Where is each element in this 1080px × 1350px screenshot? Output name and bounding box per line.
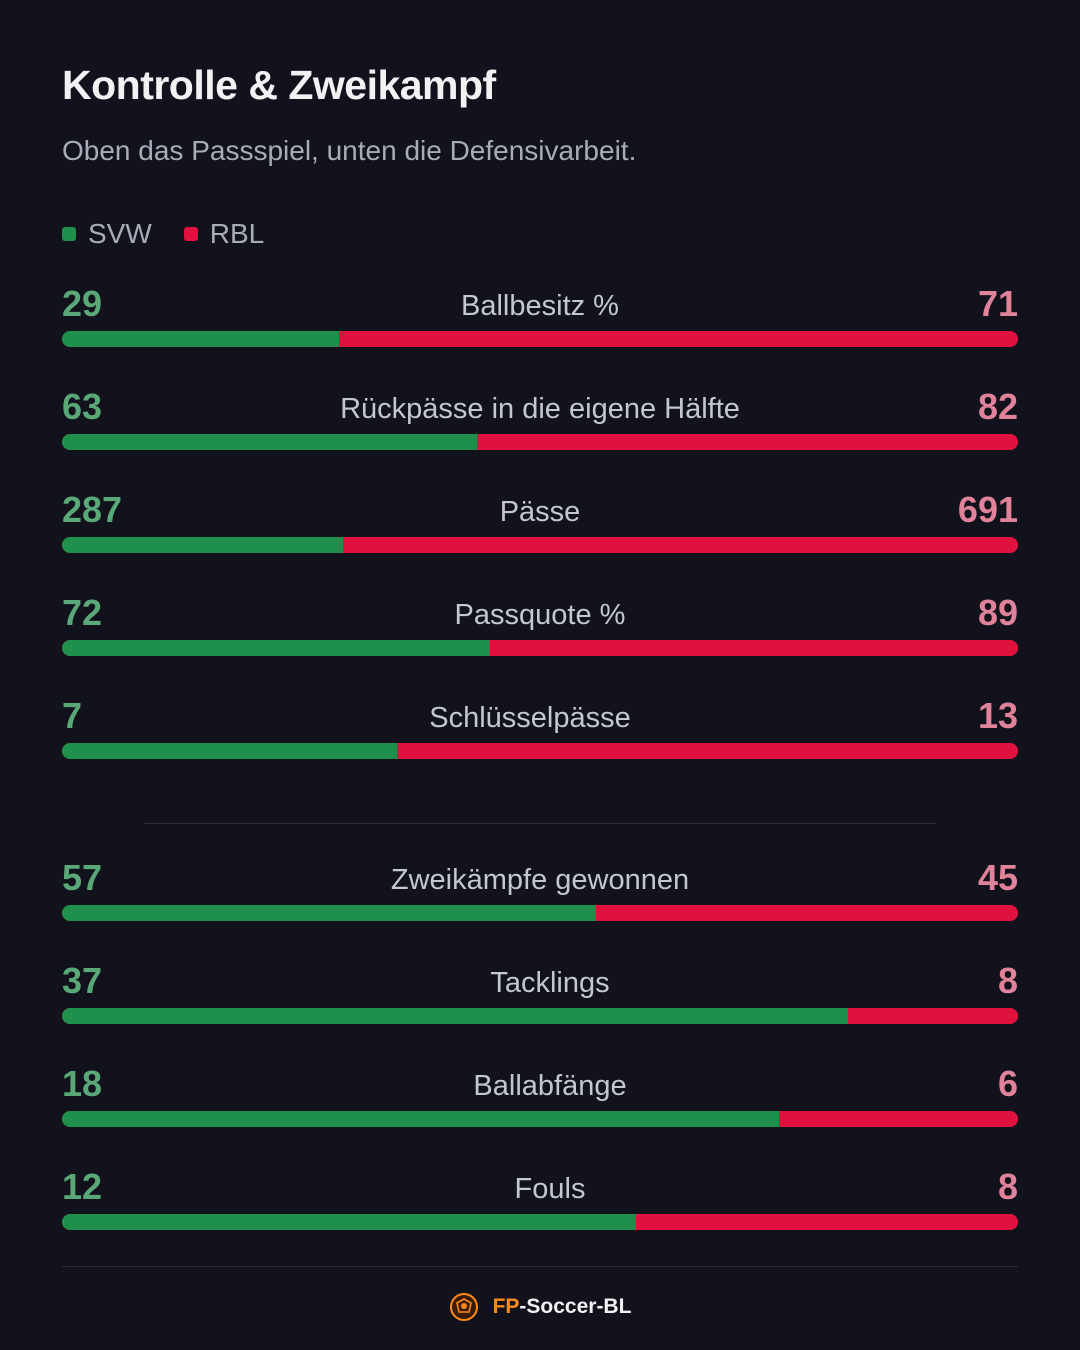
stat-bar-away (489, 640, 1018, 656)
stat-bar-home (62, 905, 597, 921)
stat-value-home: 7 (62, 695, 83, 736)
stat-bar-away (779, 1111, 1018, 1127)
legend-label-rbl: RBL (209, 218, 265, 249)
stat-row-ballbesitz: 29 Ballbesitz % 71 (62, 284, 1018, 354)
section-divider (144, 823, 936, 824)
stat-label: Rückpässe in die eigene Hälfte (340, 393, 740, 425)
stat-label: Ballbesitz % (461, 290, 619, 322)
stat-bar (62, 743, 1018, 759)
stat-row-passquote: 72 Passquote % 89 (62, 593, 1018, 663)
page-subtitle: Oben das Passspiel, unten die Defensivar… (62, 135, 637, 166)
stat-bar-home (62, 1111, 779, 1127)
stat-bar-home (62, 640, 490, 656)
stat-bar (62, 1111, 1018, 1127)
stat-row-rückpässe-in-die-eigene-hälfte: 63 Rückpässe in die eigene Hälfte 82 (62, 387, 1018, 457)
stat-bar-away (339, 331, 1018, 347)
stat-label: Schlüsselpässe (429, 702, 631, 734)
stat-bar-home (62, 331, 340, 347)
stat-bar (62, 1214, 1018, 1230)
stat-bar-away (635, 1214, 1018, 1230)
legend-item-svw: SVW (62, 218, 152, 250)
stat-label: Tacklings (490, 967, 610, 999)
brand-name-part2: -Soccer-BL (519, 1295, 632, 1318)
stat-bar-away (396, 743, 1018, 759)
stat-value-away: 8 (997, 960, 1018, 1001)
stat-bar (62, 331, 1018, 347)
stat-label: Passquote % (454, 599, 626, 631)
stat-bar-away (477, 434, 1018, 450)
stat-label: Zweikämpfe gewonnen (390, 864, 690, 896)
stat-row-pässe: 287 Pässe 691 (62, 490, 1018, 560)
stat-value-home: 57 (62, 857, 103, 898)
stat-value-home: 63 (62, 386, 103, 427)
stat-bar-home (62, 743, 397, 759)
stat-value-away: 89 (977, 592, 1018, 633)
legend: SVW RBL (62, 218, 296, 250)
brand-name-part1: FP (492, 1295, 520, 1318)
stat-bar-away (342, 537, 1018, 553)
stat-value-home: 12 (62, 1166, 103, 1207)
stat-value-away: 71 (977, 283, 1018, 324)
stat-row-ballabfänge: 18 Ballabfänge 6 (62, 1064, 1018, 1134)
legend-swatch-svw (62, 227, 76, 241)
page-title: Kontrolle & Zweikampf (62, 62, 496, 108)
stat-bar-home (62, 434, 478, 450)
stat-value-home: 287 (62, 489, 123, 530)
stat-bar-home (62, 1008, 849, 1024)
legend-label-svw: SVW (88, 218, 152, 249)
stat-bar-home (62, 537, 343, 553)
stat-bar (62, 905, 1018, 921)
stat-value-away: 691 (957, 489, 1018, 530)
stat-bar (62, 640, 1018, 656)
football-logo-icon (449, 1293, 478, 1321)
stat-value-away: 6 (997, 1063, 1018, 1104)
stat-value-away: 82 (977, 386, 1018, 427)
legend-item-rbl: RBL (183, 218, 265, 250)
stat-row-tacklings: 37 Tacklings 8 (62, 961, 1018, 1031)
stat-label: Fouls (514, 1173, 586, 1205)
stat-value-home: 18 (62, 1063, 103, 1104)
stat-value-home: 72 (62, 592, 103, 633)
stat-value-home: 37 (62, 960, 103, 1001)
stat-bar-away (848, 1008, 1018, 1024)
stat-label: Ballabfänge (473, 1070, 627, 1102)
stat-row-schlüsselpässe: 7 Schlüsselpässe 13 (62, 696, 1018, 766)
stat-bar (62, 537, 1018, 553)
stat-bar-away (596, 905, 1018, 921)
stat-label: Pässe (499, 496, 581, 528)
footer-divider (62, 1266, 1018, 1267)
footer-brand: FP -Soccer-BL (0, 1292, 1080, 1322)
stat-value-home: 29 (62, 283, 103, 324)
stat-value-away: 13 (977, 695, 1018, 736)
legend-swatch-rbl (183, 227, 198, 241)
stat-row-fouls: 12 Fouls 8 (62, 1167, 1018, 1237)
stat-bar-home (62, 1214, 636, 1230)
stat-bar (62, 1008, 1018, 1024)
stat-row-zweikämpfe-gewonnen: 57 Zweikämpfe gewonnen 45 (62, 858, 1018, 928)
stat-bar (62, 434, 1018, 450)
stat-value-away: 45 (977, 857, 1018, 898)
stat-value-away: 8 (997, 1166, 1018, 1207)
